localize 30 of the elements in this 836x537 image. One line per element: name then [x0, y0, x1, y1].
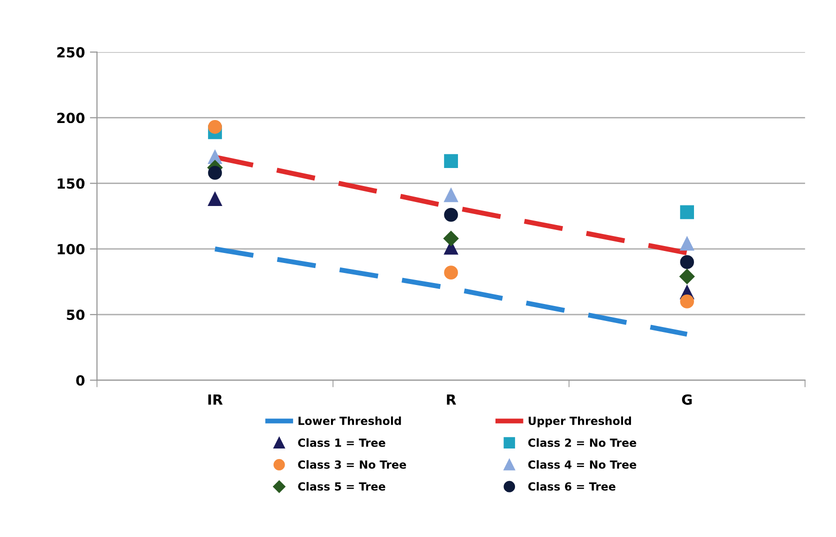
point — [443, 230, 459, 246]
point — [679, 268, 695, 284]
point — [208, 120, 222, 134]
legend-label: Lower Threshold — [298, 416, 401, 426]
legend-label: Class 6 = Tree — [528, 482, 616, 491]
point — [444, 154, 458, 168]
point — [444, 266, 458, 280]
legend-label: Class 5 = Tree — [298, 482, 386, 491]
y-tick-label: 150 — [58, 178, 85, 189]
point — [680, 255, 694, 270]
y-tick-label: 100 — [58, 244, 85, 254]
y-tick-label: 0 — [76, 375, 85, 386]
y-tick-label: 50 — [66, 310, 85, 320]
point — [680, 294, 694, 308]
point — [208, 166, 222, 180]
point — [680, 236, 694, 251]
legend-label: Upper Threshold — [528, 416, 631, 428]
legend-label: Class 1 = Tree — [298, 438, 386, 447]
y-tick-label: 250 — [57, 47, 85, 58]
legend-label: Class 3 = No Tree — [298, 460, 406, 469]
y-tick-label: 200 — [57, 112, 85, 124]
point — [680, 205, 694, 220]
x-tick-label: R — [446, 394, 456, 405]
point — [444, 188, 458, 202]
point — [208, 192, 222, 206]
legend-label: Class 2 = No Tree — [528, 438, 636, 447]
point — [444, 208, 458, 222]
x-tick-label: IR — [208, 394, 223, 405]
legend-label: Class 4 = No Tree — [528, 460, 636, 469]
x-tick-label: G — [682, 394, 692, 405]
